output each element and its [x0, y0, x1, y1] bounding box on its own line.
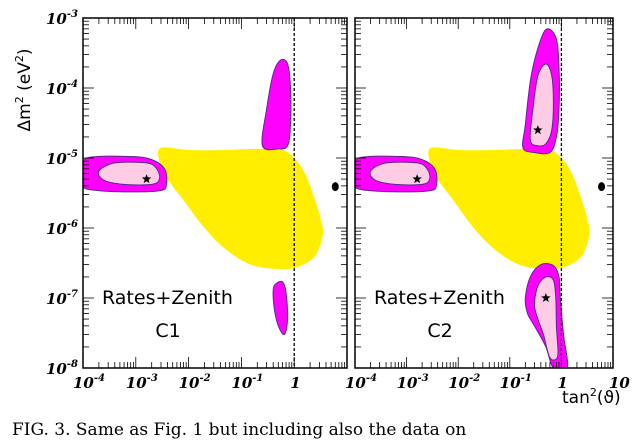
ticks — [82, 18, 347, 369]
plot-area — [355, 18, 606, 368]
panel-label: Rates+Zenith — [374, 287, 505, 309]
allowed-region-outer — [272, 280, 289, 336]
panel-sublabel: C2 — [427, 320, 452, 342]
y-tick-label: 10-5 — [46, 149, 78, 168]
x-tick-label: 1 — [290, 374, 300, 392]
y-tick-label: 10-7 — [46, 289, 78, 308]
best-fit-star — [541, 293, 551, 302]
x-tick-label: 10-3 — [397, 373, 429, 392]
plot-frame — [82, 17, 348, 369]
panel-sublabel: C1 — [155, 320, 180, 342]
y-tick-label: 10-6 — [46, 219, 78, 238]
best-fit-dot — [331, 182, 339, 192]
panel-2: Rates+Zenith C2 — [354, 17, 614, 369]
x-tick-label: 1 — [557, 374, 567, 392]
y-axis-label: Δm2 (eV2) — [13, 49, 35, 132]
y-tick-label: 10-3 — [46, 9, 78, 28]
plot-area — [83, 18, 339, 368]
x-tick-label: 10-1 — [231, 373, 263, 392]
allowed-region-inner — [97, 161, 161, 186]
best-fit-star — [412, 174, 422, 184]
allowed-region-inner — [369, 161, 431, 186]
x-tick-label: 10 — [609, 374, 630, 392]
y-tick-label: 10-4 — [46, 79, 78, 98]
panel-1: Rates+Zenith C1 — [82, 17, 348, 369]
x-tick-label: 10-1 — [500, 373, 532, 392]
excluded-region — [428, 147, 590, 270]
x-tick-label: 10-2 — [179, 373, 211, 392]
allowed-region-inner — [533, 276, 559, 361]
panel-label: Rates+Zenith — [102, 287, 233, 309]
best-fit-star — [533, 125, 543, 135]
x-tick-label: 10-3 — [126, 373, 158, 392]
plot-frame — [354, 17, 614, 369]
x-tick-label: 10-2 — [448, 373, 480, 392]
best-fit-star — [141, 174, 152, 184]
allowed-region-outer — [261, 58, 292, 151]
figure-caption: FIG. 3. Same as Fig. 1 but including als… — [12, 420, 467, 440]
x-tick-label: 10-4 — [73, 373, 105, 392]
x-tick-label: 10-4 — [345, 373, 377, 392]
x-axis-label: tan2(ϑ) — [562, 386, 621, 408]
excluded-region — [157, 147, 324, 270]
allowed-region-inner — [529, 63, 554, 147]
best-fit-dot — [598, 182, 606, 192]
